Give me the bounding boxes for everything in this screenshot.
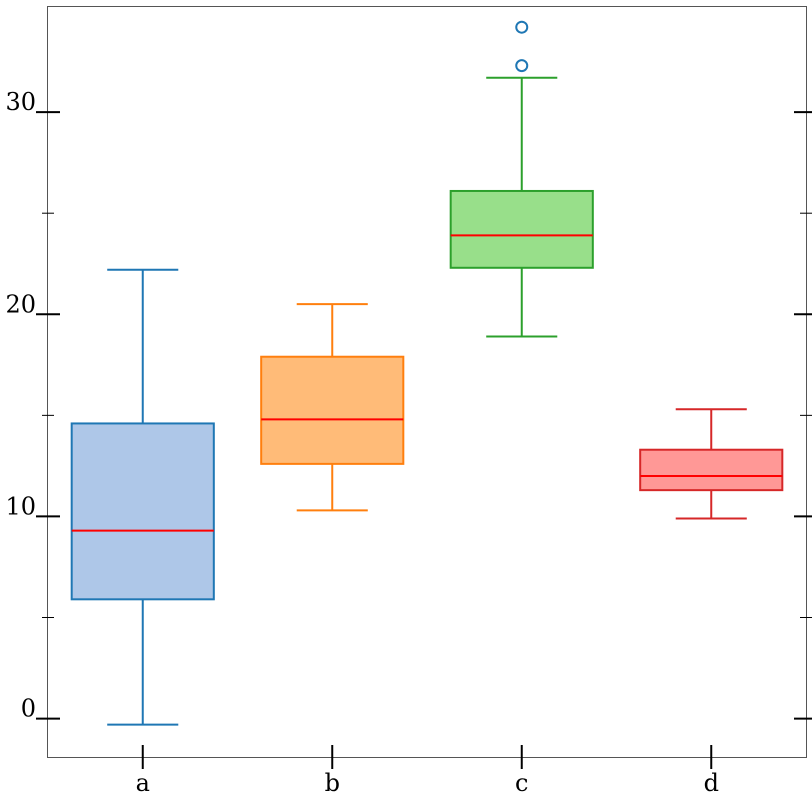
box	[639, 448, 784, 492]
y-tick-label: 0	[21, 695, 36, 723]
x-tick-label: b	[325, 769, 340, 797]
axes: 0 10 20 30 a b c d	[5, 88, 812, 797]
outlier-point	[515, 59, 529, 73]
plot-frame	[47, 6, 807, 758]
y-tick-label: 20	[5, 290, 36, 318]
box-group-b	[260, 303, 405, 512]
x-tick-label: d	[704, 769, 719, 797]
y-tick-label: 10	[5, 492, 36, 520]
box-group-d	[639, 408, 784, 520]
box-group-c	[449, 20, 594, 338]
x-tick-label: a	[136, 769, 150, 797]
box-group-a	[70, 268, 215, 726]
box	[449, 189, 594, 269]
box	[260, 355, 405, 465]
x-tick-label: c	[515, 769, 528, 797]
box	[70, 422, 215, 601]
boxes	[70, 20, 784, 726]
y-tick-label: 30	[5, 88, 36, 116]
outlier-point	[515, 20, 529, 34]
